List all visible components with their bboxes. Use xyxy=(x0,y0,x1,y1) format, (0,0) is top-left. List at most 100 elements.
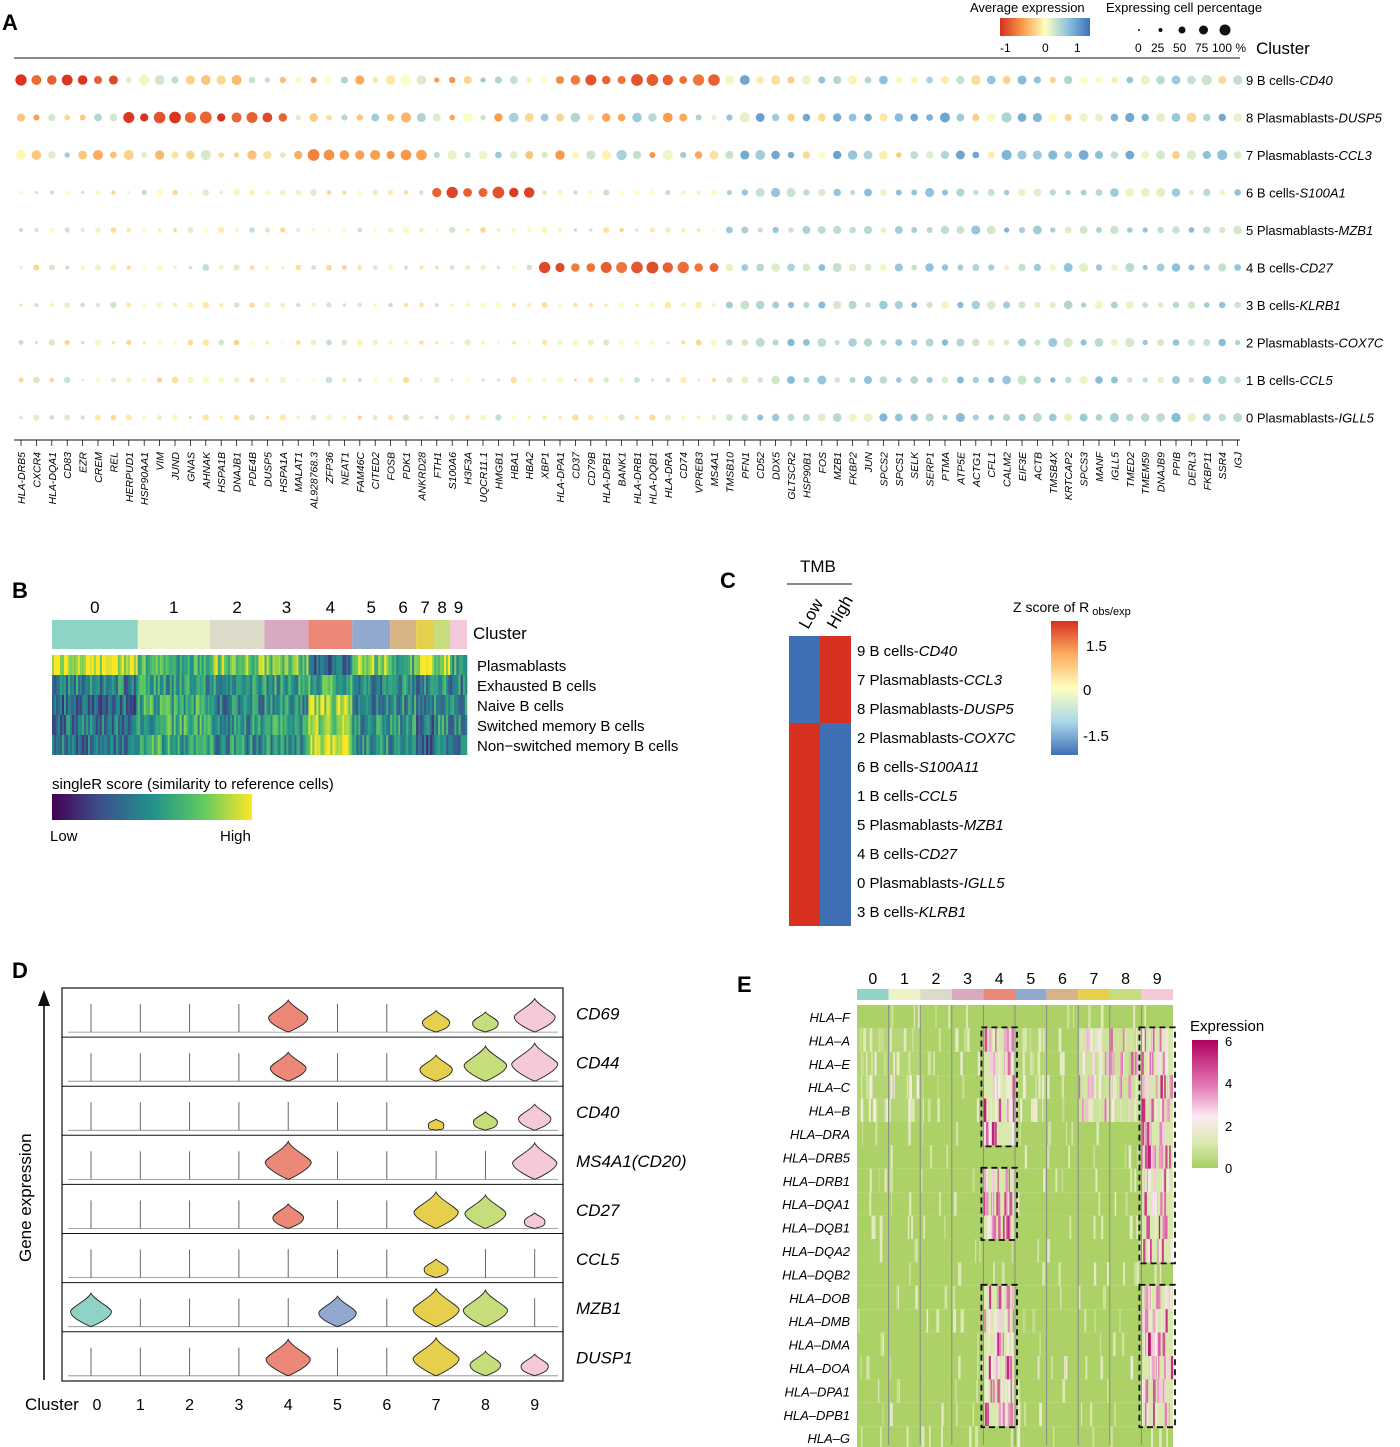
score-cell xyxy=(446,695,449,715)
expr-cell-stripe xyxy=(1120,1075,1122,1099)
dot-4-AHNAK xyxy=(202,264,210,271)
score-cell xyxy=(217,675,221,695)
expr-cell-stripe xyxy=(911,1028,914,1052)
expr-cell-stripe xyxy=(997,1168,999,1193)
score-cell xyxy=(258,715,261,735)
dot-1-HBA1 xyxy=(510,376,518,384)
score-cell xyxy=(310,715,313,735)
expr-cell-stripe xyxy=(998,1285,1002,1310)
expr-cell-stripe xyxy=(1116,1098,1120,1122)
score-cell xyxy=(302,655,305,675)
expr-cell-bg xyxy=(951,1239,984,1263)
expr-cell-bg xyxy=(888,1098,921,1122)
expr-cluster-annotation-8 xyxy=(1109,989,1142,1000)
dot-3-ZFP36 xyxy=(326,302,332,308)
dot-8-TMSB4X xyxy=(1048,113,1058,122)
score-cell xyxy=(105,695,109,715)
score-cell xyxy=(199,655,202,675)
expr-cell-stripe xyxy=(1130,1168,1133,1193)
dot-0-EIF3E xyxy=(1018,413,1026,422)
dot-9-HLA-DQB1 xyxy=(646,74,659,86)
expr-cell-bg xyxy=(857,1122,889,1146)
expr-cell-stripe xyxy=(1024,1145,1028,1169)
dot-9-CXCR4 xyxy=(31,75,42,85)
score-cell xyxy=(211,695,214,715)
tmb-row-label: 7 Plasmablasts-CCL3 xyxy=(857,672,1003,689)
score-cell xyxy=(356,655,359,675)
panel-a-size-tick-75: 75 xyxy=(1195,41,1209,55)
score-cell xyxy=(312,715,315,735)
score-cell xyxy=(57,715,61,735)
expr-cell-stripe xyxy=(1154,1332,1158,1356)
dot-5-MALAT1 xyxy=(296,228,301,232)
expr-cell-stripe xyxy=(987,1215,990,1239)
score-cell xyxy=(270,735,273,755)
score-cell xyxy=(300,695,303,715)
dot-5-CD83 xyxy=(64,227,70,233)
score-cell xyxy=(139,715,143,735)
expr-cell-stripe xyxy=(1160,1075,1163,1099)
score-cell xyxy=(376,715,379,735)
dot-3-HBA2 xyxy=(527,302,532,308)
expr-cell-stripe xyxy=(985,1192,989,1216)
dot-0-VPREB3 xyxy=(696,415,701,420)
score-cell xyxy=(65,695,69,715)
score-cell xyxy=(52,675,55,695)
score-cell xyxy=(73,655,77,675)
dot-7-MANF xyxy=(1094,150,1104,160)
score-cell xyxy=(63,695,67,715)
expr-cell-stripe xyxy=(1129,1215,1133,1239)
score-cell xyxy=(163,675,167,695)
score-cell xyxy=(59,675,63,695)
score-cell xyxy=(398,715,401,735)
dot-8-PDE4B xyxy=(246,112,258,123)
dot-9-PDE4B xyxy=(248,76,256,84)
dot-1-CALM2 xyxy=(1002,375,1011,385)
dot-7-UQCR11.1 xyxy=(478,150,488,160)
expr-cell-stripe xyxy=(1136,1028,1139,1052)
score-cell xyxy=(173,655,177,675)
expr-cell-stripe xyxy=(1166,1168,1170,1193)
expr-cell-stripe xyxy=(1150,1122,1152,1146)
dot-6-GLTSCR2 xyxy=(786,188,796,197)
score-cell xyxy=(153,735,157,755)
score-cell xyxy=(256,735,259,755)
dot-4-BANK1 xyxy=(616,261,628,274)
score-row-label: Plasmablasts xyxy=(477,658,566,675)
score-cell xyxy=(101,715,105,735)
score-cell xyxy=(181,715,184,735)
expr-cell-stripe xyxy=(998,1379,1001,1403)
score-cell xyxy=(288,695,291,715)
score-cell xyxy=(246,695,249,715)
score-cell xyxy=(292,675,295,695)
dot-9-CD52 xyxy=(756,75,765,85)
dot-8-H3F3A xyxy=(462,112,473,123)
expr-cluster-number-0: 0 xyxy=(868,971,877,988)
expr-cell-stripe xyxy=(1154,1192,1157,1216)
score-cell xyxy=(344,695,347,715)
expr-cell-stripe xyxy=(938,1192,942,1216)
score-cell xyxy=(424,675,427,695)
expr-cell-bg xyxy=(951,1379,984,1403)
score-cell xyxy=(185,655,188,675)
expr-cell-stripe xyxy=(1159,1122,1163,1146)
dot-3-CITED2 xyxy=(373,303,377,307)
score-cell xyxy=(119,655,123,675)
dot-2-GNAS xyxy=(187,339,194,346)
expr-cell-stripe xyxy=(1119,1309,1121,1333)
dot-6-CREM xyxy=(95,189,101,196)
gene-label-XBP1: XBP1 xyxy=(540,452,552,480)
dot-9-GNAS xyxy=(185,75,195,85)
dot-6-VPREB3 xyxy=(696,190,701,195)
dot-4-CD79B xyxy=(586,263,596,272)
score-cell xyxy=(97,735,101,755)
dot-9-MALAT1 xyxy=(294,76,302,84)
score-cell xyxy=(141,715,145,735)
expr-cell-stripe xyxy=(1165,1215,1168,1239)
expr-cell-stripe xyxy=(941,1402,944,1427)
expr-cell-stripe xyxy=(1163,1168,1165,1193)
score-cell xyxy=(306,695,309,715)
